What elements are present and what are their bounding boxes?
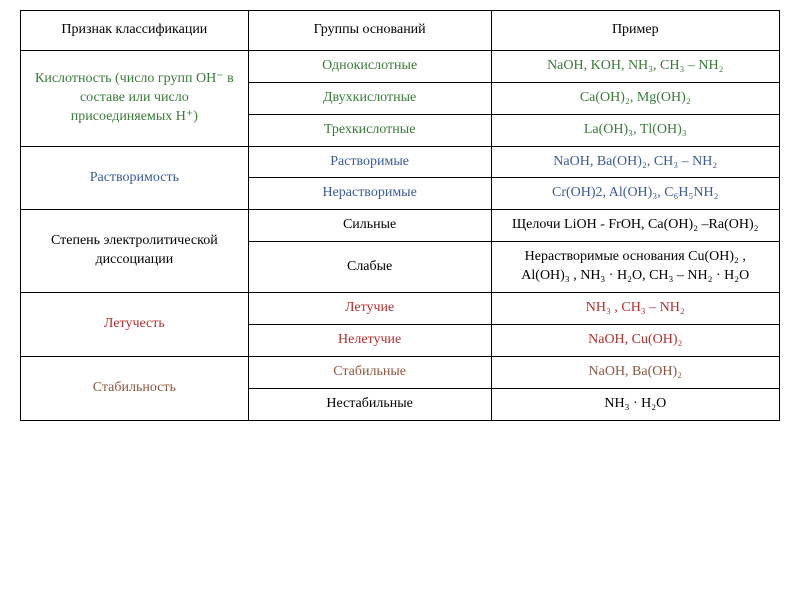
group-cell: Стабильные: [248, 356, 491, 388]
group-cell: Растворимые: [248, 146, 491, 178]
example-cell: NaOH, Ba(OH)₂: [491, 356, 779, 388]
header-col1: Признак классификации: [21, 11, 249, 51]
group-cell: Двухкислотные: [248, 82, 491, 114]
example-cell: La(OH)₃, Tl(OH)₃: [491, 114, 779, 146]
criterion-cell: Кислотность (число групп OH⁻ в составе и…: [21, 50, 249, 146]
example-cell: Cr(OH)2, Al(OH)₃, C₆H₅NH₂: [491, 178, 779, 210]
example-cell: NH₃ · H₂O: [491, 388, 779, 420]
example-cell: Ca(OH)₂, Mg(OH)₂: [491, 82, 779, 114]
header-col2: Группы оснований: [248, 11, 491, 51]
example-cell: Щелочи LiOH - FrOH, Ca(OH)₂ –Ra(OH)₂: [491, 210, 779, 242]
group-cell: Слабые: [248, 242, 491, 293]
group-cell: Нерастворимые: [248, 178, 491, 210]
example-cell: NaOH, Ba(OH)₂, CH₃ – NH₂: [491, 146, 779, 178]
group-cell: Однокислотные: [248, 50, 491, 82]
group-cell: Летучие: [248, 293, 491, 325]
header-col3: Пример: [491, 11, 779, 51]
classification-table: Признак классификацииГруппы основанийПри…: [20, 10, 780, 421]
group-cell: Трехкислотные: [248, 114, 491, 146]
group-cell: Сильные: [248, 210, 491, 242]
example-cell: Нерастворимые основания Cu(OH)₂ , Al(OH)…: [491, 242, 779, 293]
criterion-cell: Стабильность: [21, 356, 249, 420]
criterion-cell: Растворимость: [21, 146, 249, 210]
criterion-cell: Степень электролитической диссоциации: [21, 210, 249, 293]
group-cell: Нестабильные: [248, 388, 491, 420]
example-cell: NaOH, Cu(OH)₂: [491, 324, 779, 356]
example-cell: NH₃ , CH₃ – NH₂: [491, 293, 779, 325]
example-cell: NaOH, KOH, NH₃, CH₃ – NH₂: [491, 50, 779, 82]
criterion-cell: Летучесть: [21, 293, 249, 357]
group-cell: Нелетучие: [248, 324, 491, 356]
